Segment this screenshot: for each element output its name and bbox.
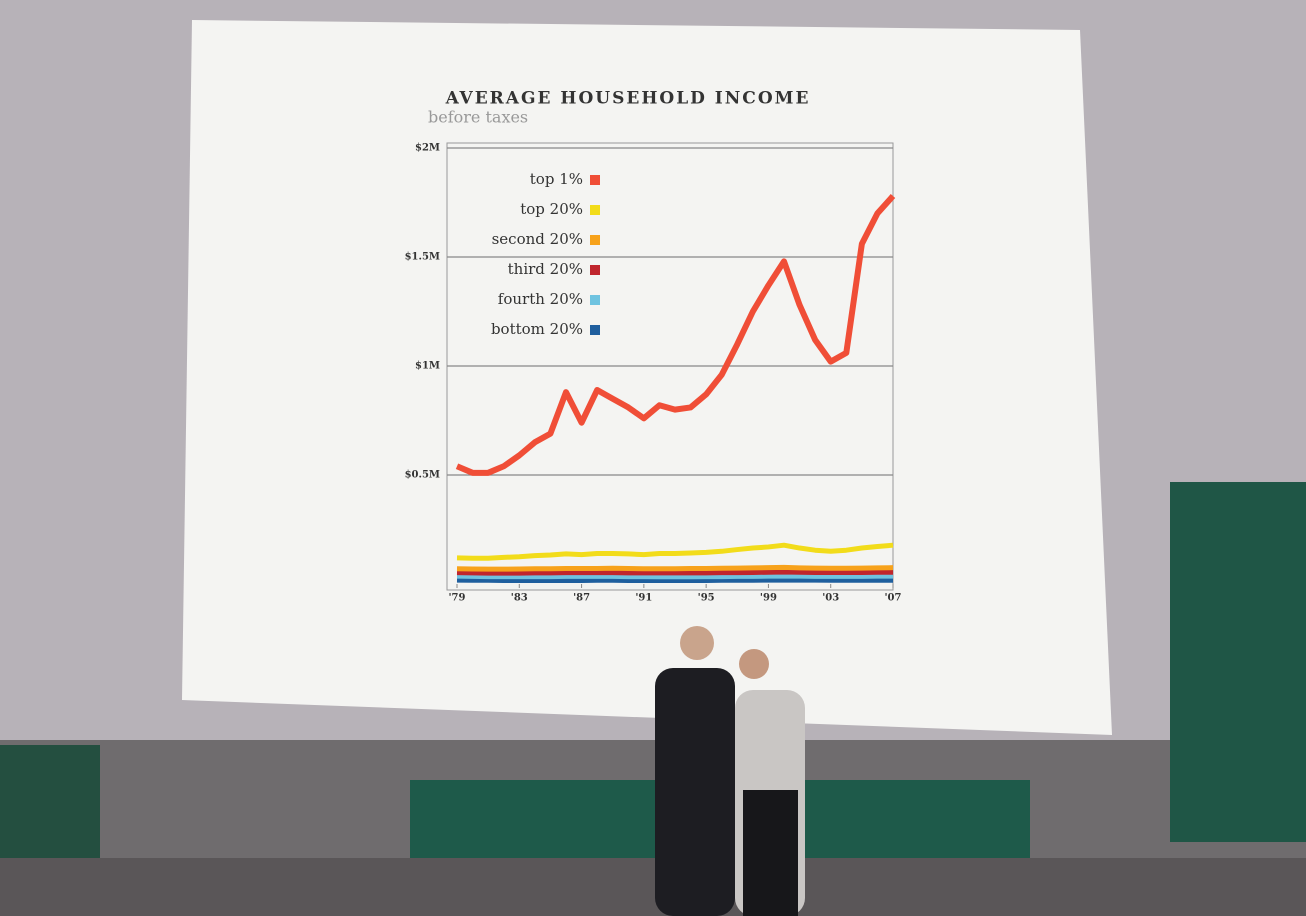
street: [0, 858, 1306, 916]
x-tick-label: '79: [449, 593, 466, 604]
series-line: [456, 573, 893, 580]
building-right: [1170, 482, 1306, 842]
series-line: [456, 542, 894, 561]
series-line: [455, 193, 896, 476]
series-line: [456, 569, 893, 576]
legend-swatch: [590, 265, 600, 275]
chart-title: AVERAGE HOUSEHOLD INCOME: [445, 89, 811, 109]
legend-swatch: [590, 235, 600, 245]
legend-swatch: [590, 205, 600, 215]
legend-label: fourth 20%: [498, 290, 583, 308]
legend-swatch: [590, 325, 600, 335]
series-line: [456, 564, 894, 572]
y-tick-label: $2M: [415, 143, 440, 154]
legend-label: second 20%: [492, 230, 583, 248]
y-tick-label: $0.5M: [405, 470, 440, 481]
x-tick-label: '95: [698, 593, 715, 604]
people: [655, 626, 805, 916]
legend-label: top 1%: [530, 170, 583, 188]
legend-label: bottom 20%: [491, 320, 583, 338]
screen: [182, 20, 1112, 735]
chart-subtitle: before taxes: [428, 108, 528, 127]
y-tick-label: $1.5M: [405, 252, 440, 263]
x-tick-label: '03: [822, 593, 839, 604]
legend-swatch: [590, 175, 600, 185]
x-tick-label: '91: [635, 593, 652, 604]
y-tick-label: $1M: [415, 361, 440, 372]
legend-label: third 20%: [508, 260, 583, 278]
legend-label: top 20%: [520, 200, 583, 218]
legend-swatch: [590, 295, 600, 305]
x-tick-label: '99: [760, 593, 777, 604]
x-tick-label: '83: [511, 593, 528, 604]
x-tick-label: '87: [573, 593, 590, 604]
x-tick-label: '07: [885, 593, 902, 604]
